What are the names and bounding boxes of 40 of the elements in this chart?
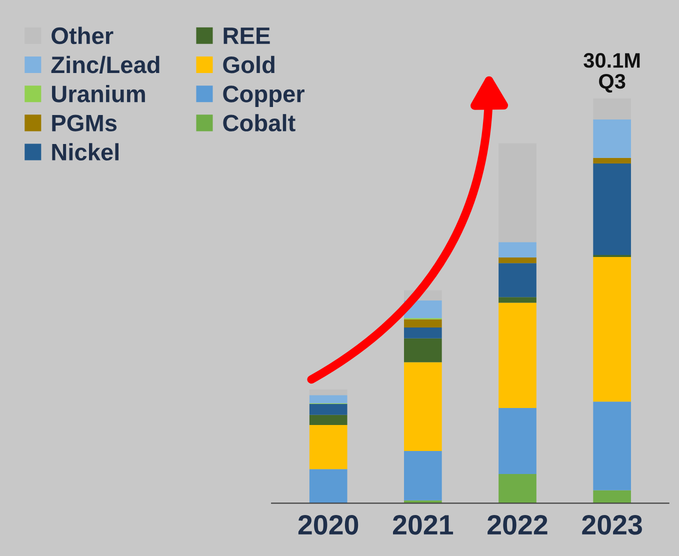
bar xyxy=(593,402,631,490)
bar xyxy=(309,414,348,426)
bar xyxy=(404,450,442,500)
bar xyxy=(404,362,442,451)
x-tick-label: 2023 xyxy=(582,515,642,535)
bar xyxy=(593,164,631,256)
x-tick-label: 2020 xyxy=(298,515,358,535)
bar xyxy=(498,297,536,303)
bar xyxy=(498,263,536,298)
bar xyxy=(309,404,348,415)
bar xyxy=(593,490,631,504)
bar xyxy=(498,242,536,258)
bar xyxy=(404,319,442,328)
bar xyxy=(309,425,348,470)
bar xyxy=(404,327,442,338)
bar xyxy=(498,143,536,242)
bar xyxy=(309,469,348,504)
bar xyxy=(593,158,631,164)
bar xyxy=(309,395,348,404)
legend-label: Nickel xyxy=(52,143,119,161)
bar xyxy=(593,119,631,158)
bar xyxy=(593,98,631,120)
bar xyxy=(498,302,536,408)
x-tick-label: 2022 xyxy=(488,515,548,535)
legend-label: Uranium xyxy=(52,84,145,102)
bar xyxy=(593,257,631,402)
legend-label: Cobalt xyxy=(223,114,296,132)
legend-label: Other xyxy=(52,26,114,44)
annotation: 30.1M Q3 xyxy=(584,53,640,93)
legend-label: PGMs xyxy=(52,114,117,132)
bar xyxy=(498,257,536,264)
bar xyxy=(404,338,442,362)
x-tick-label: 2021 xyxy=(392,515,454,535)
legend-label: Copper xyxy=(223,86,304,108)
bar xyxy=(498,474,536,504)
legend-label: Zinc/Lead xyxy=(51,56,160,74)
bar xyxy=(309,389,348,396)
bar xyxy=(498,408,536,474)
legend-label: REE xyxy=(224,28,270,44)
legend-label: Gold xyxy=(223,56,274,74)
